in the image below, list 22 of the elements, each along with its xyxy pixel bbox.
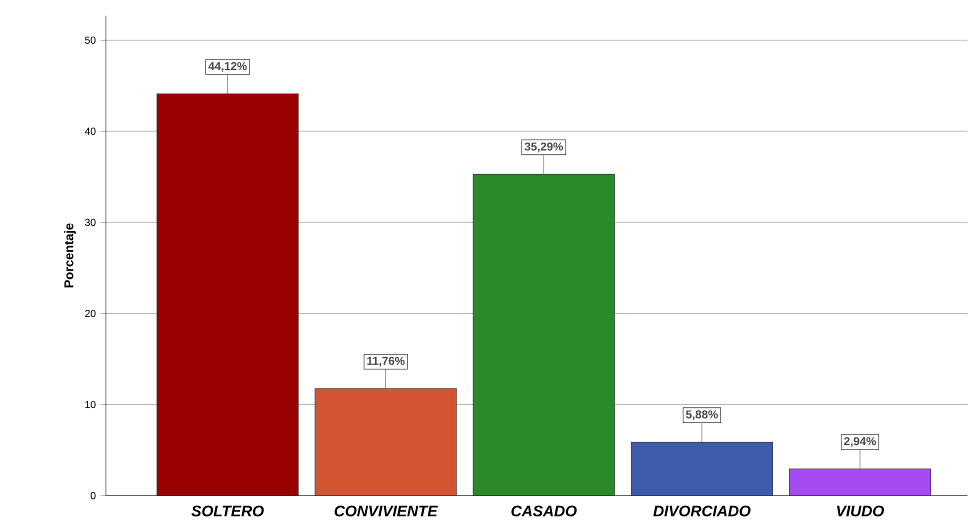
x-tick-label: DIVORCIADO [653,506,751,516]
y-tick-label: 10 [85,400,96,408]
y-tick-label: 30 [85,218,96,226]
y-tick-label: 50 [85,36,96,44]
data-label: 35,29% [524,142,563,152]
bar [314,388,457,496]
bar [156,93,299,496]
y-tick-label: 0 [90,492,96,500]
x-tick-label: CASADO [511,506,577,516]
bar [630,442,773,496]
y-tick-label: 40 [84,128,96,135]
bar [788,468,932,496]
bar [472,174,615,496]
y-tick-label: 20 [85,310,96,318]
x-tick-label: VIUDO [837,506,884,516]
x-tick-label: CONVIVIENTE [334,506,438,516]
data-label: 5,88% [686,410,718,420]
data-label: 11,76% [367,356,405,367]
data-label: 2,94% [844,437,876,447]
x-tick-label: SOLTERO [191,506,264,516]
data-label: 44,12% [208,62,247,72]
y-axis-title: Porcentaje [64,223,76,288]
